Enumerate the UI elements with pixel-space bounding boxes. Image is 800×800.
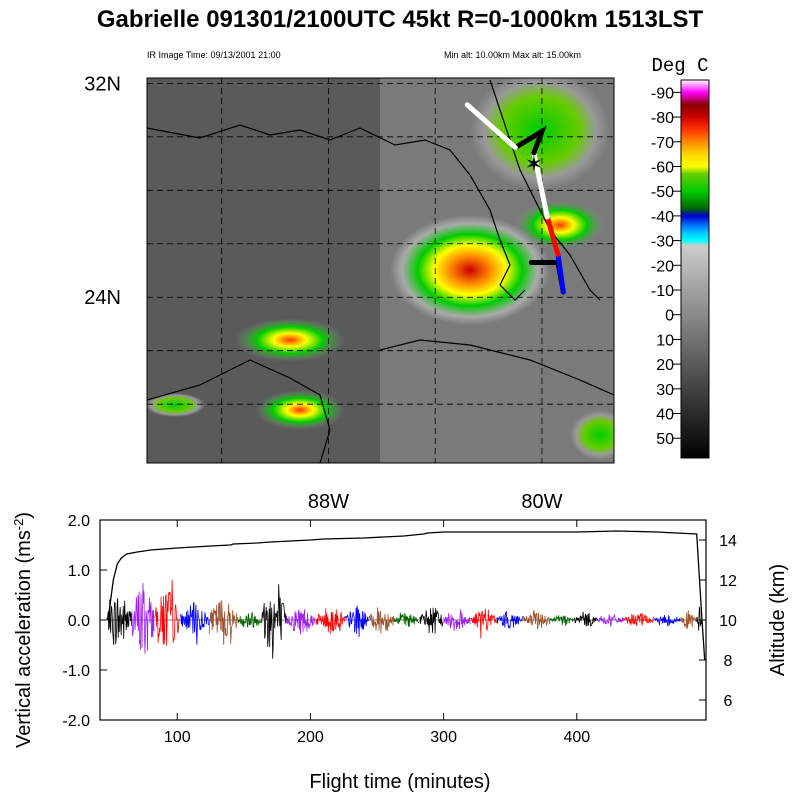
acceleration-segment [131,582,155,654]
colorbar-tick-label: -30 [651,234,674,251]
acceleration-segment [208,600,238,645]
acceleration-segment [261,584,287,659]
colorbar-tick-label: -10 [651,283,674,300]
acceleration-segment [368,607,395,634]
y2-tick-label: 12 [719,573,737,590]
acceleration-segment [573,611,598,627]
flight-track-segment [512,125,547,156]
altitude-line [107,530,706,661]
acceleration-trace [106,579,703,659]
colorbar-tick-label: -40 [651,209,674,226]
x-tick-label: 400 [563,729,590,746]
acceleration-segment [344,605,369,638]
colorbar-tick-label: -60 [651,159,674,176]
colorbar-tick-label: 10 [656,332,674,349]
chart-title: Gabrielle 091301/2100UTC 45kt R=0-1000km… [96,6,704,33]
cuba-coast [379,339,614,396]
gulf-coast-line [147,124,526,301]
altitude-info: Min alt: 10.00km Max alt: 15.00km [444,50,582,60]
colorbar-title: Deg C [651,55,708,77]
x-tick-label: 100 [164,729,191,746]
convective-cloud-far-west [147,393,205,417]
colorbar-tick-label: -70 [651,135,674,152]
x-tick-label: 300 [430,729,457,746]
y-tick-label: -2.0 [62,713,90,730]
colorbar-tick-label: 20 [656,357,674,374]
flight-track-segment [464,102,518,150]
acceleration-plot: 100 200 300 400 2.0 1.0 0.0 -1.0 -2.0 6 8 10 12 14 [62,513,737,746]
left-axis-label: Vertical acceleration (ms-2) [11,512,36,748]
convective-cloud-southeast [570,410,614,460]
colorbar-tick-label: -20 [651,258,674,275]
acceleration-segment [236,612,262,628]
y-tick-label: 0.0 [68,613,90,630]
colorbar [680,79,710,459]
flight-track-segment [555,252,566,295]
satellite-map: ✶ [147,78,614,463]
colorbar-tick-label: -90 [651,85,674,102]
acceleration-segment [286,609,316,635]
lon-label: 80W [521,491,562,513]
x-axis-label: Flight time (minutes) [309,771,490,793]
coastlines [147,79,614,463]
lat-label: 32N [84,73,121,95]
y2-tick-label: 6 [724,693,733,710]
y2-tick-label: 10 [719,613,737,630]
flight-track-segment [531,150,550,220]
storm-center-marker: ✶ [525,152,543,177]
lon-label: 88W [308,491,349,513]
colorbar-tick-label: 0 [665,308,674,325]
left-axis-label-text: Vertical acceleration (ms [13,530,35,748]
right-axis-label: Altitude (km) [767,564,789,676]
y2-tick-label: 14 [719,533,737,550]
acceleration-segment [496,611,524,630]
colorbar-tick-label: -80 [651,110,674,127]
acceleration-segment [523,609,551,630]
colorbar-tick-label: 40 [656,407,674,424]
ir-image-time: IR Image Time: 09/13/2001 21:00 [147,50,281,60]
acceleration-segment [315,608,346,635]
plot-axes: 100 200 300 400 2.0 1.0 0.0 -1.0 -2.0 6 8 10 12 14 [62,513,737,746]
colorbar-labels: -90 -80 -70 -60 -50 -40 -30 -20 -10 0 10 20 30 40 50 [651,85,681,448]
x-tick-label: 200 [297,729,324,746]
convective-cloud-southwest [255,390,345,430]
lat-label: 24N [84,287,121,309]
acceleration-segment [624,613,655,626]
y-tick-label: 1.0 [68,563,90,580]
y-tick-label: -1.0 [62,663,90,680]
acceleration-segment [597,614,625,627]
acceleration-segment [443,609,471,631]
acceleration-segment [549,615,574,626]
left-axis-label-close: ) [13,512,35,519]
florida-east-coast [489,79,601,301]
flight-track-segment [544,214,561,257]
acceleration-segment [393,612,420,628]
acceleration-segment [154,579,180,646]
colorbar-tick-label: 50 [656,431,674,448]
left-axis-label-exponent: -2 [11,519,26,531]
map-axis-labels: 32N 24N 88W 80W [84,73,562,513]
yucatan-coast [147,359,331,463]
acceleration-segment [470,608,497,639]
acceleration-segment [680,610,697,629]
flight-track [464,102,566,295]
map-frame [146,77,615,464]
y2-tick-label: 8 [724,653,733,670]
acceleration-segment [106,598,133,645]
acceleration-segment [419,607,444,634]
map-gridlines [147,78,614,463]
colorbar-tick-label: 30 [656,382,674,399]
acceleration-segment [653,614,681,627]
acceleration-segment [696,606,703,631]
acceleration-segment [179,602,210,645]
convective-cloud-east [515,200,605,250]
colorbar-tick-label: -50 [651,184,674,201]
y-tick-label: 2.0 [68,513,90,530]
